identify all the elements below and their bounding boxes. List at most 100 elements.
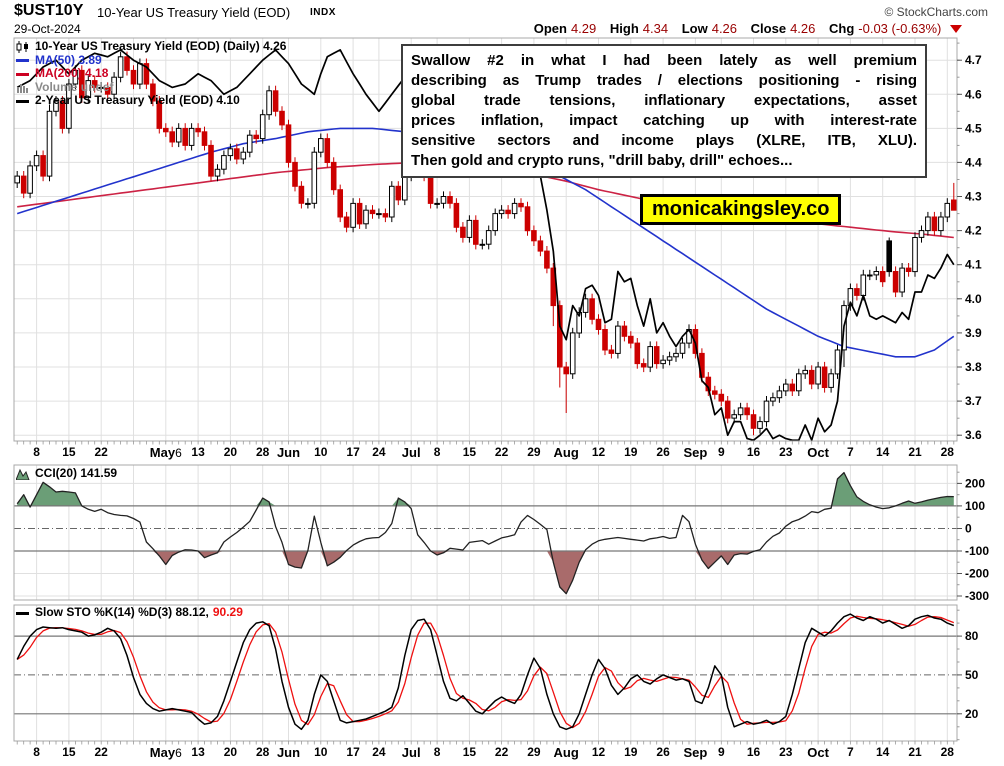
y-axis-label: 4.3 <box>965 190 982 204</box>
candle-body <box>783 383 789 392</box>
ust2y-line-swatch-icon <box>16 95 32 107</box>
candle-body <box>511 202 518 215</box>
candle-body <box>569 332 576 375</box>
x-axis-label: 7 <box>847 445 854 459</box>
legend-row-sto: Slow STO %K(14) %D(3) 88.12, 90.29 <box>16 605 243 620</box>
candle-body <box>279 110 285 126</box>
candle-body <box>518 202 524 208</box>
candle-body <box>104 86 111 95</box>
candle-body <box>789 383 796 392</box>
candle-body <box>169 131 175 143</box>
sto-percent-k-line <box>16 613 955 731</box>
legend-volume-label: Volume undef <box>35 79 114 94</box>
symbol: $UST10Y <box>14 2 84 19</box>
x-axis-label: 7 <box>847 745 854 759</box>
legend-ma200-label: MA(200) 4.18 <box>35 66 109 80</box>
legend-sto-label: Slow STO %K(14) %D(3) 88.12, <box>35 605 209 619</box>
candle-body <box>679 342 686 354</box>
x-axis-label: Sep <box>683 445 708 460</box>
x-axis-label: 17 <box>346 745 360 759</box>
x-axis-label: 13 <box>191 745 205 759</box>
y-axis-label: 50 <box>965 668 979 682</box>
candle-body <box>72 69 79 85</box>
candle-body <box>666 356 673 361</box>
legend-row-ma50: MA(50) 3.89 <box>16 53 286 68</box>
cci-legend: CCI(20) 141.59 <box>16 466 117 481</box>
candle-body <box>815 366 821 385</box>
exchange-label: INDX <box>310 7 336 18</box>
candle-body <box>324 138 331 164</box>
candle-body <box>834 349 841 375</box>
candle-body <box>653 346 660 365</box>
annotation-line: sensitive sectors and income plays (XLRE… <box>411 132 917 149</box>
candle-body <box>363 209 369 225</box>
annotation-line: global trade tensions, inflationary expe… <box>411 92 917 109</box>
candle-body <box>608 349 615 354</box>
candle-body <box>240 151 247 160</box>
candle-body <box>150 83 156 102</box>
candles-icon <box>16 40 32 53</box>
x-axis-label: 21 <box>908 445 922 459</box>
candle-body <box>505 209 511 215</box>
y-axis-label: 4.1 <box>965 258 982 272</box>
x-axis-label: 20 <box>223 745 238 759</box>
candle-body <box>615 325 621 354</box>
legend-row-price: 10-Year US Treasury Yield (EOD) (Daily) … <box>16 39 286 54</box>
x-axis-label: Jul <box>401 745 421 760</box>
sto-legend: Slow STO %K(14) %D(3) 88.12, 90.29 <box>16 605 243 620</box>
x-axis-label: 8 <box>433 445 441 459</box>
y-axis-label: 3.7 <box>965 394 982 408</box>
candle-body <box>195 127 201 133</box>
candle-body <box>130 69 137 85</box>
candle-body <box>498 209 505 215</box>
x-axis-label: Jun <box>276 745 301 760</box>
candle-body <box>356 202 363 225</box>
candle-body <box>628 335 634 344</box>
candle-body <box>266 90 272 116</box>
x-axis-label: Oct <box>807 745 829 760</box>
candle-body <box>531 230 537 242</box>
x-axis-label: 12 <box>591 745 606 759</box>
panel-border <box>13 464 958 601</box>
candle-body <box>285 124 292 163</box>
candle-body <box>673 352 679 358</box>
candle-body <box>879 271 886 283</box>
copyright: © StockCharts.com <box>884 5 988 19</box>
high-label: High <box>609 21 639 36</box>
annotation-line: Swallow #2 in what I had been lately as … <box>411 52 917 69</box>
cci-overbought-fill <box>17 472 954 506</box>
candle-body <box>821 366 828 388</box>
candle-body <box>246 134 253 153</box>
candle-body <box>473 219 479 245</box>
candle-body <box>724 400 731 419</box>
x-axis-label: 26 <box>656 745 670 759</box>
y-axis-label: 3.9 <box>965 326 982 340</box>
candle-body <box>621 325 628 337</box>
x-axis-label: 20 <box>223 445 238 459</box>
annotation-line: describing as Trump trades / elections p… <box>411 72 917 89</box>
x-axis-label: 14 <box>876 445 890 459</box>
x-axis-label: 19 <box>624 445 638 459</box>
candle-body <box>892 271 899 293</box>
candle-body <box>305 202 311 205</box>
x-axis-label: 8 <box>33 745 40 759</box>
candle-body <box>85 80 92 99</box>
candle-body <box>731 414 738 419</box>
legend-row-volume: Volume undef <box>16 79 286 95</box>
candle-body <box>589 298 595 320</box>
x-axis-label: 24 <box>372 445 386 459</box>
candle-body <box>828 373 834 388</box>
candle-body <box>873 271 880 276</box>
candle-body <box>292 161 298 187</box>
open-label: Open <box>533 21 567 36</box>
candle-body <box>389 185 395 218</box>
candle-body <box>744 407 750 416</box>
candle-body <box>453 202 460 228</box>
annotation-box: Swallow #2 in what I had been lately as … <box>401 44 927 178</box>
candle-body <box>143 63 150 85</box>
legend-ust2y-label: 2-Year US Treasury Yield (EOD) 4.10 <box>35 93 240 107</box>
candle-body <box>660 359 666 365</box>
change-down-arrow-icon <box>950 25 962 33</box>
close-label: Close <box>750 21 787 36</box>
